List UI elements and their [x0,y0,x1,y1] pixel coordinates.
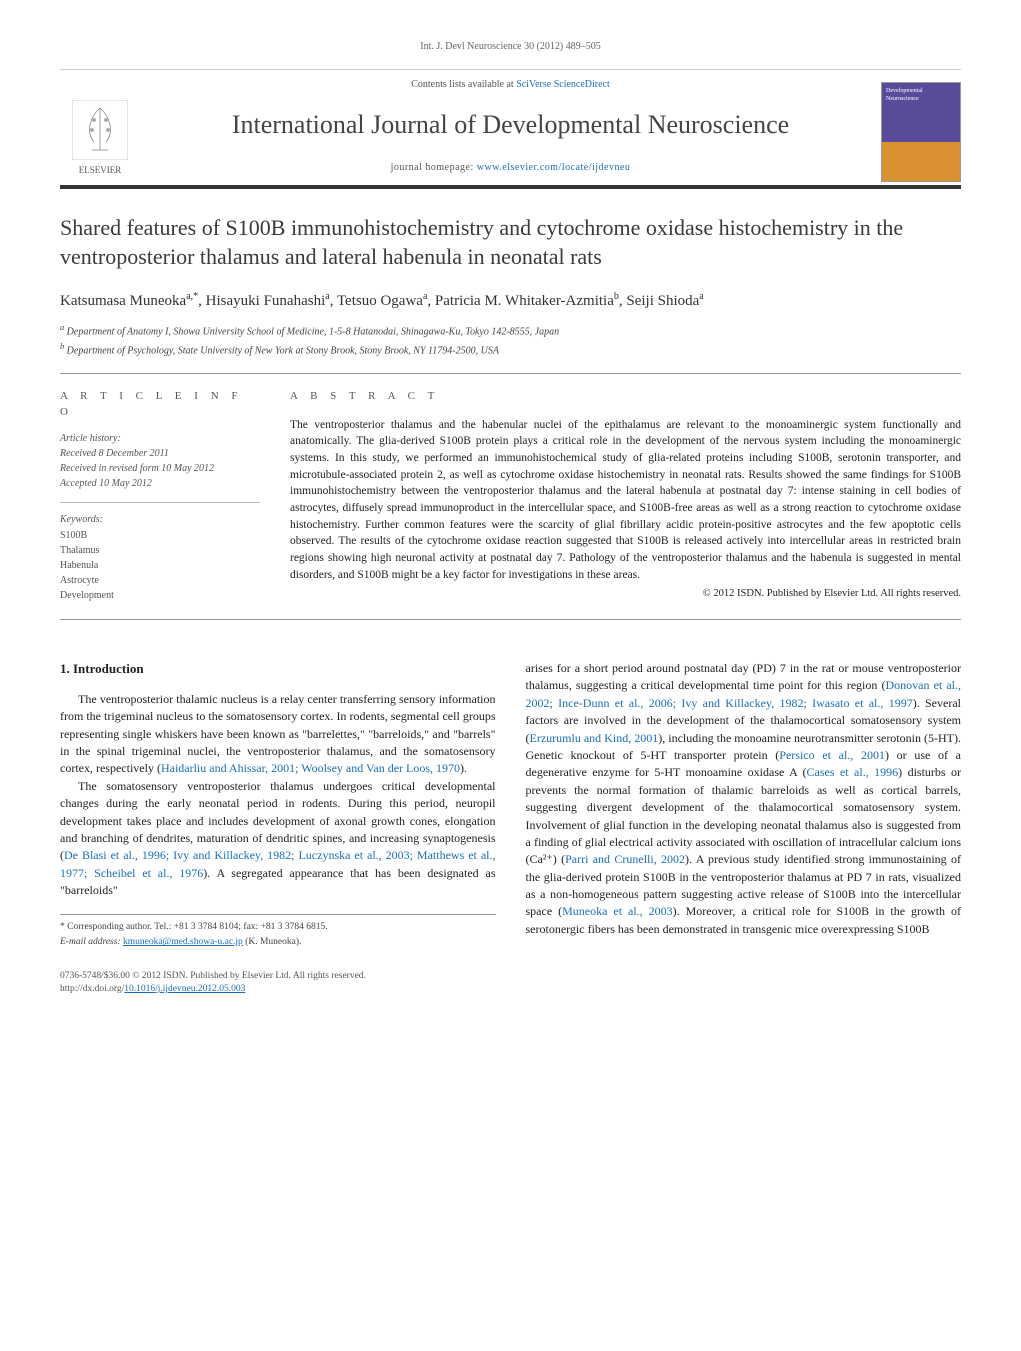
footer-copyright: 0736-5748/$36.00 © 2012 ISDN. Published … [60,970,366,983]
header-reference: Int. J. Devl Neuroscience 30 (2012) 489–… [60,40,961,54]
journal-title: International Journal of Developmental N… [155,107,866,143]
abstract-column: A B S T R A C T The ventroposterior thal… [290,389,961,604]
author: Katsumasa Muneokaa,* [60,293,198,309]
journal-masthead: ELSEVIER Contents lists available at Sci… [60,69,961,189]
contents-prefix: Contents lists available at [411,79,516,90]
email-label: E-mail address: [60,937,121,947]
email-line: E-mail address: kmuneoka@med.showa-u.ac.… [60,936,496,950]
email-link[interactable]: kmuneoka@med.showa-u.ac.jp [123,937,243,947]
contents-available-line: Contents lists available at SciVerse Sci… [155,78,866,92]
history-accepted: Accepted 10 May 2012 [60,477,260,491]
divider [60,373,961,374]
citation-link[interactable]: Cases et al., 1996 [807,765,899,779]
article-title: Shared features of S100B immunohistochem… [60,214,961,271]
divider [60,619,961,620]
copyright-line: © 2012 ISDN. Published by Elsevier Ltd. … [290,587,961,602]
history-label: Article history: [60,432,260,446]
history-revised: Received in revised form 10 May 2012 [60,462,260,476]
keyword: Development [60,589,260,603]
article-history: Article history: Received 8 December 201… [60,432,260,503]
article-info-heading: A R T I C L E I N F O [60,389,260,420]
keyword: Habenula [60,559,260,573]
keywords-block: Keywords: S100BThalamusHabenulaAstrocyte… [60,513,260,603]
homepage-link[interactable]: www.elsevier.com/locate/ijdevneu [477,162,631,173]
homepage-line: journal homepage: www.elsevier.com/locat… [155,161,866,175]
body-two-column: 1. Introduction The ventroposterior thal… [60,660,961,950]
author: Hisayuki Funahashia [206,293,330,309]
citation-link[interactable]: Persico et al., 2001 [779,748,885,762]
keyword: Astrocyte [60,574,260,588]
abstract-heading: A B S T R A C T [290,389,961,404]
body-paragraph: The somatosensory ventroposterior thalam… [60,778,496,900]
citation-link[interactable]: Haidarliu and Ahissar, 2001; Woolsey and… [161,761,460,775]
cover-top-text: Developmental Neuroscience [886,87,956,104]
author-list: Katsumasa Muneokaa,*, Hisayuki Funahashi… [60,290,961,312]
info-abstract-row: A R T I C L E I N F O Article history: R… [60,389,961,604]
history-received: Received 8 December 2011 [60,447,260,461]
journal-cover-thumbnail: Developmental Neuroscience [881,82,961,182]
body-paragraph: arises for a short period around postnat… [526,660,962,938]
elsevier-tree-icon [72,100,128,160]
keywords-label: Keywords: [60,513,260,527]
homepage-prefix: journal homepage: [391,162,477,173]
doi-prefix: http://dx.doi.org/ [60,984,124,994]
abstract-text: The ventroposterior thalamus and the hab… [290,417,961,584]
sciencedirect-link[interactable]: SciVerse ScienceDirect [516,79,610,90]
citation-link[interactable]: Parri and Crunelli, 2002 [565,852,685,866]
author: Seiji Shiodaa [626,293,703,309]
masthead-center: Contents lists available at SciVerse Sci… [155,78,866,185]
footer-left: 0736-5748/$36.00 © 2012 ISDN. Published … [60,970,366,997]
body-paragraph: The ventroposterior thalamic nucleus is … [60,691,496,778]
affiliation: b Department of Psychology, State Univer… [60,341,961,358]
keyword: S100B [60,529,260,543]
affiliation: a Department of Anatomy I, Showa Univers… [60,322,961,339]
email-suffix: (K. Muneoka). [245,937,301,947]
elsevier-logo: ELSEVIER [60,87,140,177]
author: Patricia M. Whitaker-Azmitiab [435,293,619,309]
corr-author-line: * Corresponding author. Tel.: +81 3 3784… [60,921,496,935]
body-text: ). [460,761,467,775]
elsevier-label: ELSEVIER [79,164,122,177]
article-info-column: A R T I C L E I N F O Article history: R… [60,389,260,604]
citation-link[interactable]: Muneoka et al., 2003 [562,904,673,918]
author: Tetsuo Ogawaa [337,293,427,309]
footer-doi-line: http://dx.doi.org/10.1016/j.ijdevneu.201… [60,983,366,996]
page-footer: 0736-5748/$36.00 © 2012 ISDN. Published … [60,970,961,997]
doi-link[interactable]: 10.1016/j.ijdevneu.2012.05.003 [124,984,245,994]
corresponding-author-footnote: * Corresponding author. Tel.: +81 3 3784… [60,914,496,951]
section-heading-introduction: 1. Introduction [60,660,496,679]
keyword: Thalamus [60,544,260,558]
affiliations: a Department of Anatomy I, Showa Univers… [60,322,961,359]
citation-link[interactable]: Erzurumlu and Kind, 2001 [530,731,659,745]
